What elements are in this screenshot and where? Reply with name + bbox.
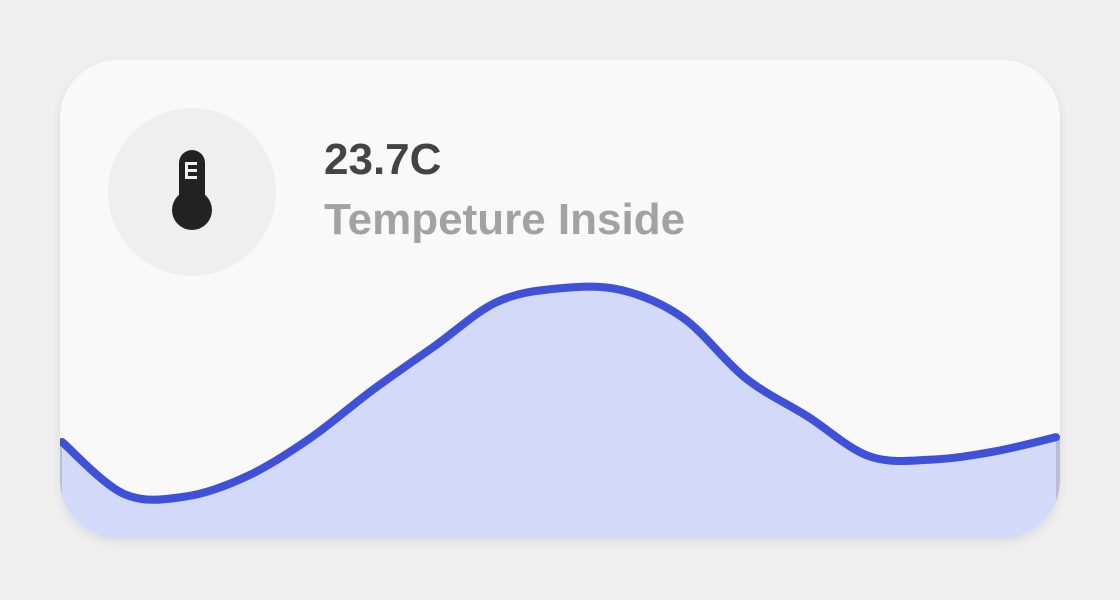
trend-line [60, 282, 1060, 504]
temperature-card[interactable]: 23.7C Tempeture Inside [60, 60, 1060, 538]
temperature-value: 23.7C [324, 135, 442, 184]
icon-badge [108, 108, 276, 276]
area-fill [62, 286, 1056, 538]
thermometer-icon [172, 150, 212, 230]
sensor-name: Tempeture Inside [324, 195, 686, 244]
temperature-sparkline [60, 282, 1060, 538]
